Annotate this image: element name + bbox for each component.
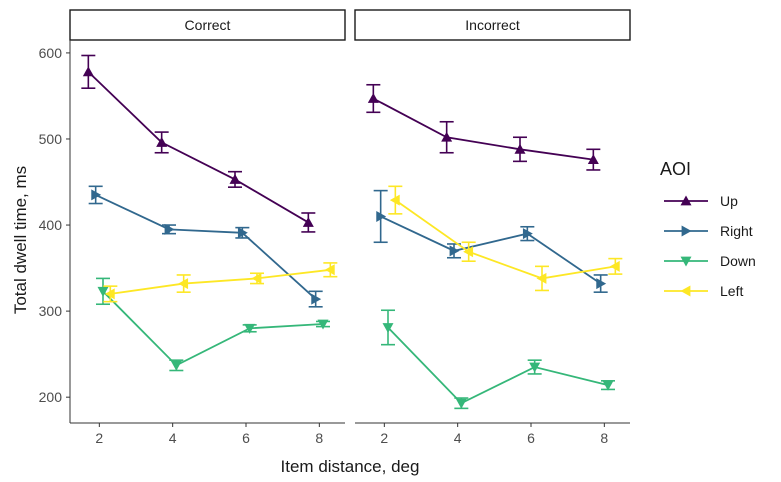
facet-strip-box (354, 9, 631, 41)
legend-marker (680, 195, 692, 206)
series-up (81, 54, 316, 233)
series-right (373, 189, 608, 293)
data-point-marker (382, 323, 394, 333)
data-point-marker (237, 227, 248, 239)
x-tick-label: 8 (600, 430, 608, 446)
data-point-marker (104, 288, 115, 300)
series-down (96, 277, 330, 372)
legend-item-up: Up (664, 193, 738, 209)
legend-label: Down (720, 253, 756, 269)
series-line (87, 71, 309, 224)
legend: AOI Up Right Down Left (660, 159, 756, 299)
legend-item-left: Left (664, 283, 743, 299)
legend-label: Right (720, 223, 753, 239)
data-point-marker (302, 216, 314, 227)
series-line (387, 326, 609, 405)
panel-incorrect-plot (366, 83, 623, 410)
legend-label: Up (720, 193, 738, 209)
series-line (394, 199, 616, 280)
series-up (366, 83, 601, 171)
data-point-marker (602, 380, 614, 391)
x-tick-label: 6 (527, 430, 535, 446)
y-tick-label: 300 (39, 303, 63, 319)
legend-items: Up Right Down Left (664, 193, 756, 299)
y-tick-label: 400 (39, 217, 63, 233)
facet-strip-box (69, 9, 346, 41)
data-point-marker (449, 245, 460, 257)
legend-title: AOI (660, 159, 691, 179)
data-point-marker (91, 189, 102, 201)
series-line (102, 290, 324, 367)
series-left (388, 185, 623, 292)
facet-label-correct: Correct (185, 17, 231, 33)
data-point-marker (514, 143, 526, 154)
data-point-marker (229, 173, 241, 184)
data-point-marker (251, 272, 262, 284)
data-point-marker (536, 272, 547, 284)
data-point-marker (178, 278, 189, 290)
data-point-marker (609, 260, 620, 272)
data-point-marker (376, 210, 387, 222)
data-point-marker (164, 223, 175, 235)
panel-correct-plot (81, 54, 338, 372)
y-tick-label: 200 (39, 389, 63, 405)
x-tick-label: 6 (242, 430, 250, 446)
facet-strip-correct: Correct (69, 9, 346, 41)
data-point-marker (156, 136, 168, 147)
y-tick-label: 600 (39, 45, 63, 61)
series-left (103, 262, 338, 303)
facet-label-incorrect: Incorrect (465, 17, 520, 33)
x-tick-label: 8 (315, 430, 323, 446)
facet-strip-incorrect: Incorrect (354, 9, 631, 41)
data-point-marker (324, 264, 335, 276)
data-point-marker (441, 131, 453, 142)
series-right (88, 185, 323, 308)
data-point-marker (389, 194, 400, 206)
y-axis-ticks: 200 300 400 500 600 (39, 45, 70, 405)
series-line (372, 97, 594, 161)
series-line (95, 194, 317, 300)
data-point-marker (463, 246, 474, 258)
series-down (381, 309, 615, 410)
legend-label: Left (720, 283, 743, 299)
data-point-marker (317, 319, 329, 330)
y-tick-label: 500 (39, 131, 63, 147)
legend-marker (680, 285, 691, 297)
x-axis-ticks: 2 4 6 8 2 4 6 8 (95, 423, 608, 446)
legend-item-down: Down (664, 253, 756, 269)
x-tick-label: 4 (454, 430, 462, 446)
data-point-marker (587, 154, 599, 165)
data-point-marker (367, 93, 379, 103)
data-point-marker (455, 398, 467, 409)
x-tick-label: 2 (380, 430, 388, 446)
x-tick-label: 2 (95, 430, 103, 446)
y-axis-title: Total dwell time, ms (11, 166, 30, 314)
data-point-marker (82, 66, 94, 77)
legend-marker (681, 225, 692, 237)
x-axis-title: Item distance, deg (281, 457, 420, 476)
data-point-marker (522, 228, 533, 240)
data-point-marker (244, 323, 256, 334)
data-point-marker (97, 286, 109, 297)
data-point-marker (596, 278, 607, 290)
legend-item-right: Right (664, 223, 753, 239)
data-point-marker (170, 360, 182, 371)
data-point-marker (311, 293, 322, 305)
series-line (110, 268, 331, 295)
legend-marker (680, 256, 692, 267)
x-tick-label: 4 (169, 430, 177, 446)
data-point-marker (529, 362, 541, 373)
series-line (380, 215, 602, 285)
